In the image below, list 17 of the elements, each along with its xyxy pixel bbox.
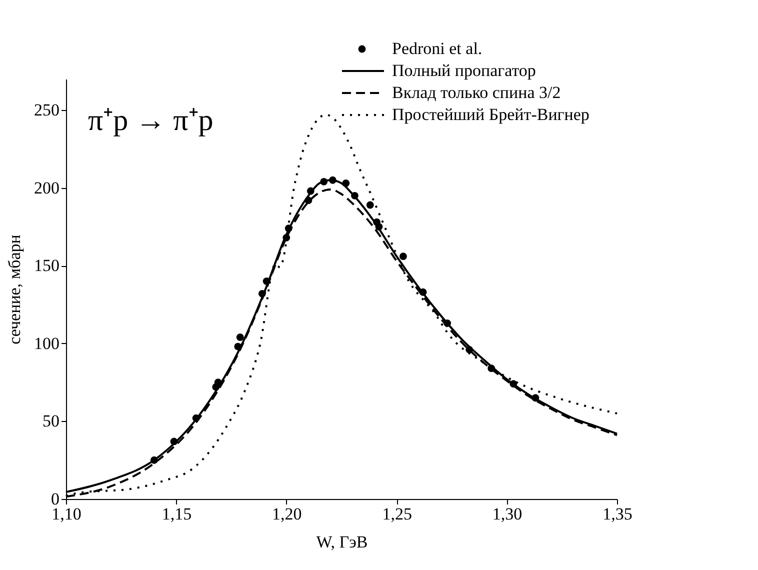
- legend-label: Pedroni et al.: [392, 39, 482, 58]
- y-tick-label: 250: [34, 100, 60, 120]
- x-tick-label: 1,35: [602, 504, 632, 524]
- y-tick-label: 50: [42, 412, 60, 431]
- x-tick-label: 1,30: [492, 504, 522, 524]
- legend-label: Полный пропагатор: [392, 61, 536, 80]
- x-tick-label: 1,20: [272, 504, 302, 524]
- y-tick-label: 200: [34, 178, 60, 198]
- x-axis-title: W, ГэВ: [316, 532, 368, 552]
- y-tick-label: 100: [34, 334, 60, 353]
- annotation: π⁺p → π⁺p: [88, 104, 214, 137]
- x-tick-label: 1,25: [382, 504, 412, 524]
- x-tick-label: 1,15: [162, 504, 192, 524]
- legend-label: Вклад только спина 3/2: [392, 83, 561, 102]
- legend-label: Простейший Брейт-Вигнер: [392, 105, 590, 124]
- y-axis-title: сечение, мбарн: [5, 234, 24, 344]
- y-tick-label: 150: [34, 256, 60, 276]
